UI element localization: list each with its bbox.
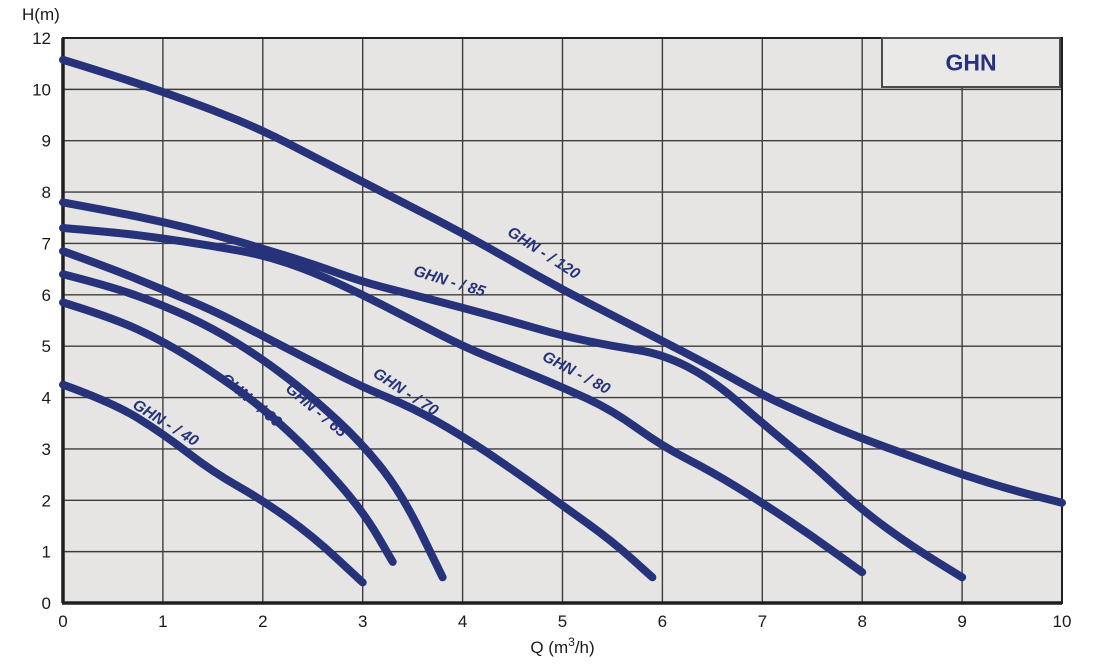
y-tick-label: 7 — [42, 234, 51, 253]
y-tick-label: 3 — [42, 440, 51, 459]
y-tick-label: 0 — [42, 594, 51, 613]
y-tick-label: 8 — [42, 183, 51, 202]
y-tick-label: 5 — [42, 337, 51, 356]
curve-ghn-120 — [59, 55, 1066, 507]
x-tick-label: 6 — [658, 612, 667, 631]
chart-title-box — [881, 37, 1061, 88]
chart-title: GHN — [945, 50, 996, 76]
curve-ghn-40 — [59, 380, 367, 587]
x-tick-label: 3 — [358, 612, 367, 631]
x-tick-label: 8 — [857, 612, 866, 631]
curve-ghn-85 — [59, 198, 967, 582]
x-tick-label: 1 — [158, 612, 167, 631]
y-tick-label: 1 — [42, 543, 51, 562]
x-axis-label: Q (m3/h) — [530, 635, 594, 657]
y-tick-label: 2 — [42, 491, 51, 510]
x-tick-label: 0 — [58, 612, 67, 631]
x-tick-label: 7 — [758, 612, 767, 631]
x-tick-label: 5 — [558, 612, 567, 631]
x-tick-label: 10 — [1053, 612, 1072, 631]
y-tick-label: 10 — [32, 80, 51, 99]
curve-ghn-80 — [59, 224, 867, 577]
x-tick-label: 9 — [957, 612, 966, 631]
x-tick-label: 4 — [458, 612, 467, 631]
x-tick-label: 2 — [258, 612, 267, 631]
curve-ghn-70 — [59, 247, 657, 582]
curve-ghn-60 — [59, 298, 397, 566]
y-tick-label: 4 — [42, 389, 51, 408]
y-axis-label: H(m) — [22, 5, 60, 24]
y-tick-label: 6 — [42, 286, 51, 305]
y-tick-label: 9 — [42, 132, 51, 151]
curve-ghn-65 — [59, 270, 447, 582]
y-tick-label: 12 — [32, 29, 51, 48]
